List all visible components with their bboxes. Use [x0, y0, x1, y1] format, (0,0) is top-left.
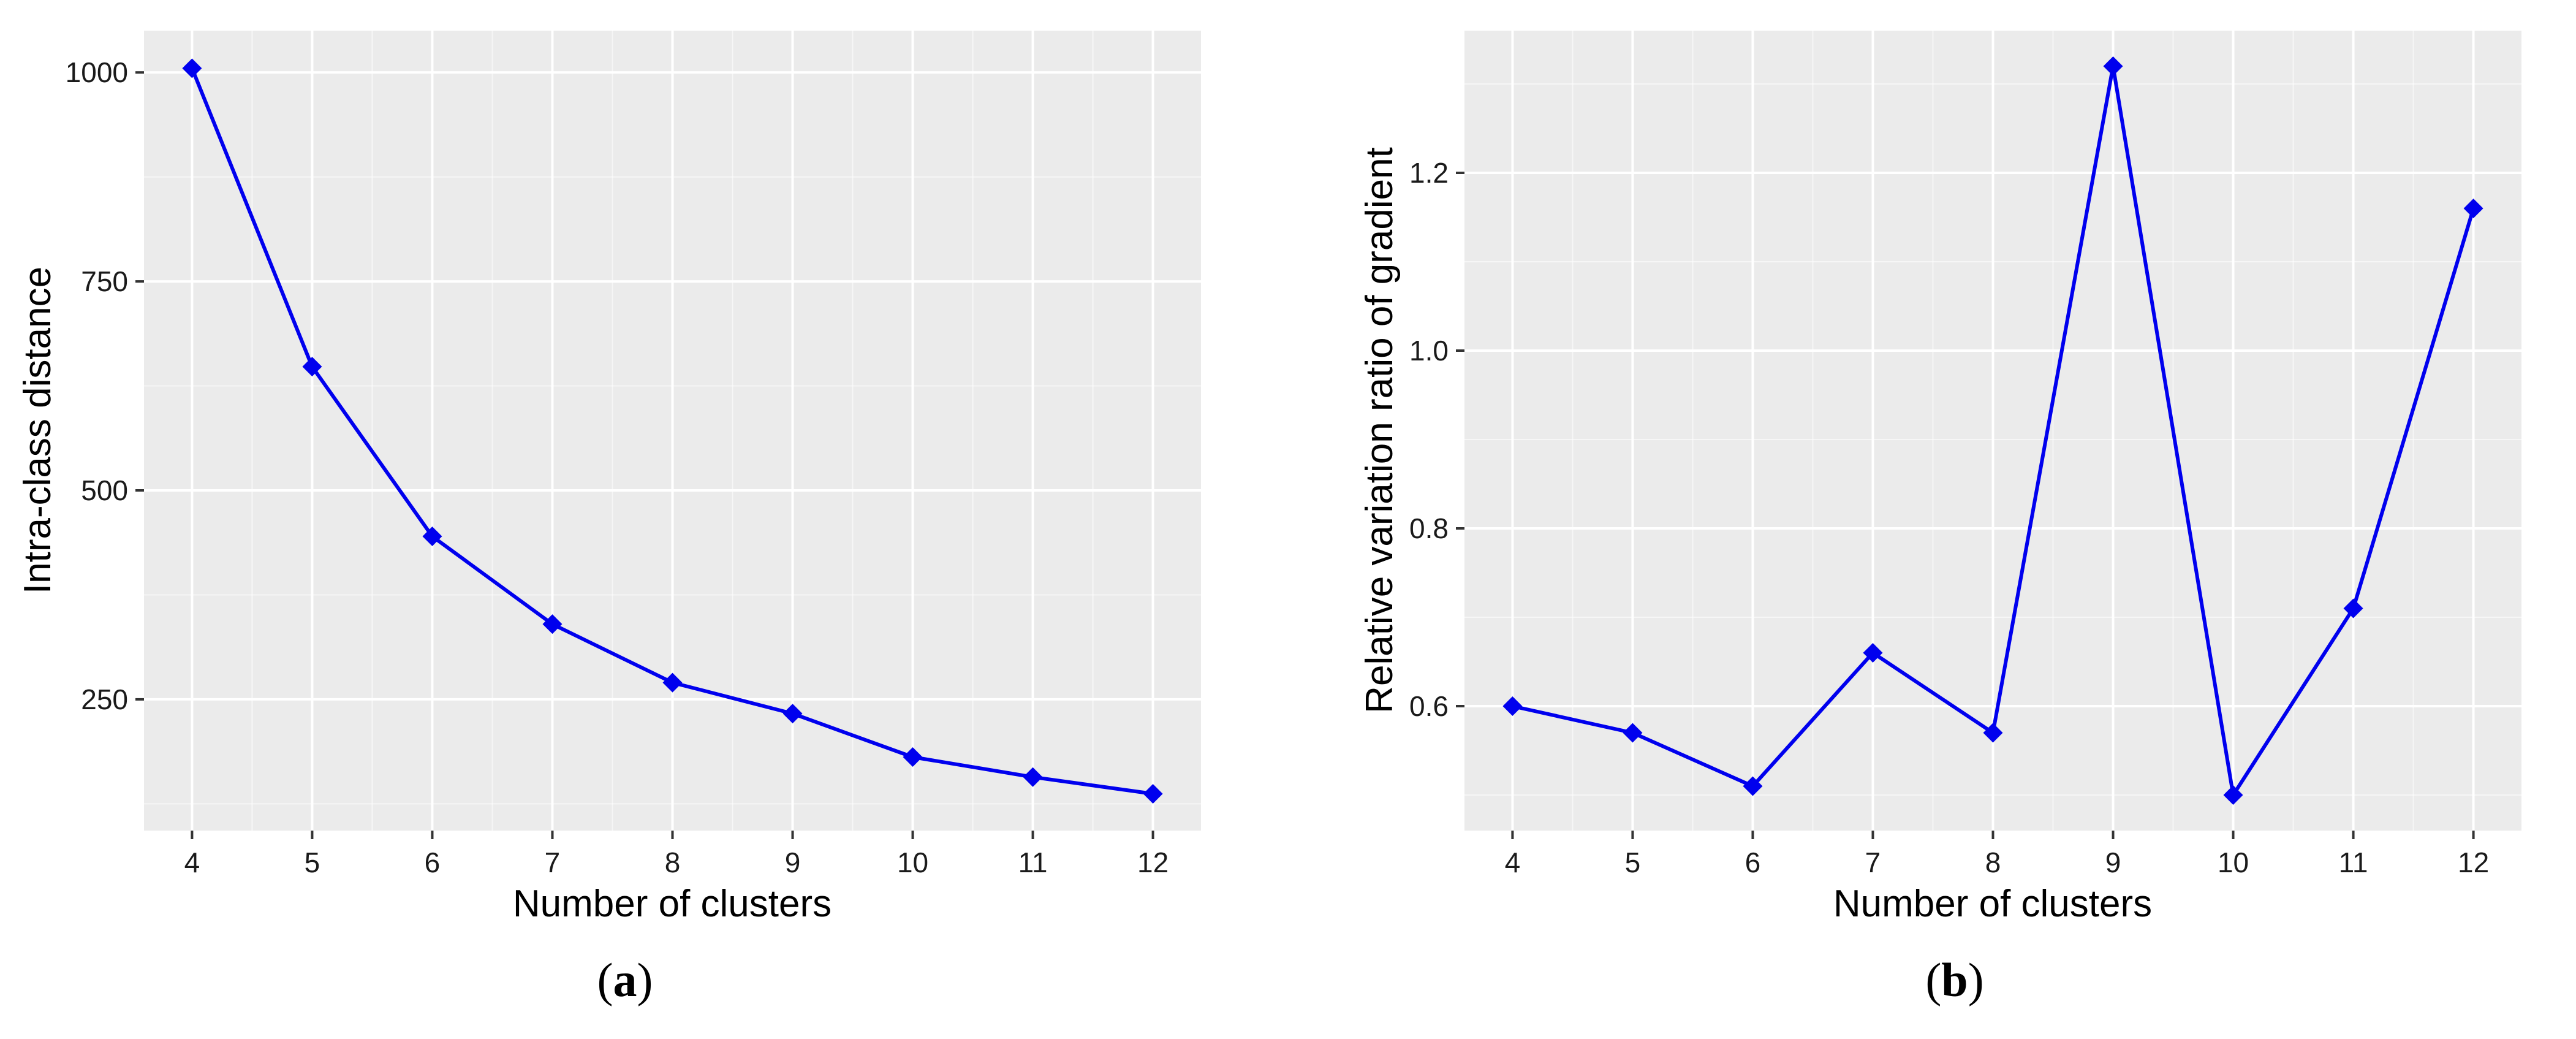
chart-a-x-tick-label: 12 [1137, 847, 1169, 878]
chart-b-y-axis-label: Relative variation ratio of gradient [1358, 147, 1401, 714]
chart-b-y-tick-label: 1.0 [1409, 335, 1449, 367]
chart-a-x-tick-label: 7 [545, 847, 561, 878]
chart-a-y-tick-label: 500 [81, 474, 128, 506]
chart-b-point [1623, 723, 1643, 743]
chart-a-grid-major [144, 31, 1201, 831]
chart-a-x-tick-label: 11 [1018, 847, 1048, 878]
chart-a-point [782, 704, 803, 724]
chart-a-point [1023, 767, 1043, 787]
chart-b-series [1502, 56, 2483, 805]
chart-a-y-tick-label: 1000 [66, 56, 128, 88]
chart-b-grid-major [1464, 31, 2521, 831]
chart-a-y-tick-label: 750 [81, 265, 128, 297]
chart-b-point [1863, 643, 1883, 663]
chart-b-x-tick-label: 11 [2339, 847, 2368, 878]
chart-a: 4 5 6 7 8 9 10 11 12 250 500 750 1000 Number of clu… [17, 31, 1201, 1007]
chart-a-x-ticks: 4 5 6 7 8 9 10 11 12 [184, 831, 1169, 878]
chart-a-point [302, 357, 322, 377]
chart-a-point [1143, 784, 1163, 804]
chart-b-y-tick-label: 0.6 [1409, 690, 1449, 722]
chart-a-x-tick-label: 5 [305, 847, 320, 878]
chart-b-point [1743, 776, 1763, 796]
chart-b-x-tick-label: 7 [1865, 847, 1881, 878]
chart-a-x-axis-label: Number of clusters [513, 883, 832, 925]
chart-b-x-tick-label: 9 [2105, 847, 2121, 878]
chart-a-x-tick-label: 4 [184, 847, 200, 878]
chart-b-point [2103, 56, 2123, 76]
chart-b-point [1502, 696, 1523, 716]
panel-label-b-letter: b [1941, 953, 1968, 1007]
chart-b-y-ticks: 0.6 0.8 1.0 1.2 [1409, 157, 1464, 722]
chart-b-y-tick-label: 1.2 [1409, 157, 1449, 189]
chart-b-y-tick-label: 0.8 [1409, 512, 1449, 544]
chart-b-x-tick-label: 10 [2218, 847, 2249, 878]
chart-a-x-tick-label: 10 [897, 847, 928, 878]
panel-label-b: (b) [1925, 953, 1983, 1007]
chart-a-x-tick-label: 9 [785, 847, 801, 878]
chart-a-point [662, 672, 683, 693]
chart-a-point [542, 614, 563, 634]
chart-b-point [2223, 785, 2243, 805]
chart-b: 4 5 6 7 8 9 10 11 12 0.6 0.8 1.0 1.2 Number of clus… [1358, 31, 2521, 1007]
panel-label-a: (a) [597, 953, 653, 1007]
chart-b-x-tick-label: 5 [1625, 847, 1641, 878]
panel-label-a-letter: a [613, 953, 637, 1007]
chart-b-x-axis-label: Number of clusters [1833, 883, 2152, 925]
chart-a-y-tick-label: 250 [81, 683, 128, 715]
chart-a-series [182, 58, 1163, 804]
chart-a-x-tick-label: 8 [665, 847, 681, 878]
chart-b-x-tick-label: 8 [1985, 847, 2001, 878]
chart-a-point [903, 747, 923, 767]
chart-b-x-tick-label: 6 [1745, 847, 1761, 878]
chart-a-x-tick-label: 6 [425, 847, 441, 878]
chart-a-y-ticks: 250 500 750 1000 [66, 56, 144, 715]
chart-a-point [182, 58, 202, 78]
chart-b-point [2463, 199, 2483, 218]
chart-b-x-ticks: 4 5 6 7 8 9 10 11 12 [1505, 831, 2489, 878]
chart-b-point [2343, 598, 2363, 618]
chart-b-x-tick-label: 4 [1505, 847, 1521, 878]
chart-b-point [1983, 723, 2003, 743]
chart-a-point [422, 527, 442, 546]
chart-b-x-tick-label: 12 [2458, 847, 2489, 878]
chart-a-y-axis-label: Intra-class distance [17, 267, 59, 594]
